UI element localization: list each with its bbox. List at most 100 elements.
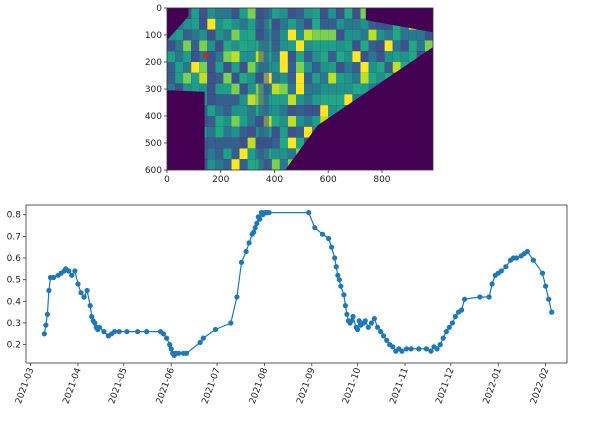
- heatmap-cell: [199, 62, 208, 73]
- y-tick-label: 500: [145, 139, 162, 149]
- data-point: [336, 277, 342, 283]
- heatmap-cell: [247, 18, 256, 30]
- heatmap-cell: [207, 83, 216, 95]
- heatmap-cell: [191, 8, 200, 19]
- heatmap-cell: [215, 29, 224, 41]
- heatmap-cell: [287, 51, 296, 62]
- x-tick-label: 400: [266, 175, 283, 185]
- data-point: [530, 257, 537, 263]
- heatmap-cell: [336, 94, 345, 106]
- data-point: [434, 346, 440, 352]
- heatmap-cell: [239, 94, 248, 106]
- heatmap-cell: [199, 51, 208, 62]
- heatmap-cell: [231, 29, 240, 41]
- data-point: [543, 283, 549, 289]
- data-point: [452, 313, 458, 320]
- data-point: [160, 331, 167, 337]
- data-point: [112, 329, 118, 335]
- data-point: [200, 335, 206, 341]
- x-tick-label: 2021-08: [248, 366, 270, 405]
- heatmap-cell: [215, 148, 224, 160]
- heatmap-cell: [376, 18, 385, 30]
- heatmap-cell: [239, 18, 248, 30]
- data-point: [116, 329, 122, 335]
- data-point: [344, 311, 350, 317]
- heatmap-cell: [223, 18, 232, 30]
- data-point: [84, 287, 90, 294]
- heatmap-cell: [328, 83, 337, 95]
- y-tick-label: 0.5: [7, 276, 21, 286]
- heatmap-cell: [384, 51, 393, 62]
- heatmap-cell: [183, 83, 192, 95]
- heatmap-cell: [360, 83, 369, 95]
- heatmap-cell: [271, 29, 280, 41]
- heatmap-cell: [312, 116, 321, 127]
- data-point: [246, 240, 252, 246]
- heatmap-cell: [207, 18, 216, 30]
- heatmap-cell: [352, 40, 361, 52]
- heatmap-cell: [344, 18, 353, 30]
- heatmap-cell: [207, 148, 216, 160]
- heatmap-cell: [247, 51, 256, 62]
- heatmap-cell: [279, 51, 288, 62]
- heatmap-cell: [279, 18, 288, 30]
- heatmap-cell: [239, 40, 248, 52]
- heatmap-cell: [239, 72, 248, 84]
- heatmap-cell: [296, 137, 305, 149]
- y-tick-label: 100: [145, 31, 162, 41]
- heatmap-cell: [271, 94, 280, 106]
- heatmap-cell: [344, 8, 353, 19]
- location-marker: [203, 52, 209, 58]
- y-tick-label: 400: [145, 112, 162, 122]
- data-point: [378, 329, 384, 335]
- heatmap-cell: [360, 29, 369, 41]
- x-tick-label: 2021-12: [434, 367, 456, 406]
- heatmap-cell: [215, 126, 224, 138]
- data-point: [443, 329, 449, 335]
- heatmap-cell: [279, 126, 288, 138]
- data-point: [503, 264, 509, 270]
- heatmap-cell: [247, 40, 256, 52]
- heatmap-cell: [352, 51, 361, 62]
- heatmap-cell: [199, 83, 208, 95]
- heatmap-cell: [223, 105, 232, 116]
- data-point: [546, 296, 552, 302]
- heatmap-cell: [400, 40, 409, 52]
- x-tick-label: 600: [320, 175, 337, 185]
- heatmap-cell: [207, 94, 216, 106]
- heatmap-cell: [207, 116, 216, 127]
- heatmap-cell: [296, 51, 305, 62]
- heatmap-cell: [312, 40, 321, 52]
- heatmap-cell: [400, 51, 409, 62]
- heatmap-cell: [344, 94, 353, 106]
- data-point: [164, 335, 170, 341]
- heatmap-cell: [336, 8, 345, 19]
- data-point: [257, 216, 263, 222]
- data-point: [514, 255, 520, 261]
- heatmap-cell: [271, 83, 280, 95]
- heatmap-cell: [368, 72, 377, 84]
- data-point: [350, 313, 356, 320]
- heatmap-cell: [191, 18, 200, 30]
- heatmap-cell: [247, 105, 256, 116]
- heatmap-cell: [320, 62, 329, 73]
- heatmap-cell: [231, 148, 240, 160]
- heatmap-cell: [320, 29, 329, 41]
- heatmap-cell: [247, 62, 256, 73]
- heatmap-cell: [239, 126, 248, 138]
- data-point: [50, 274, 57, 281]
- data-point: [252, 225, 258, 231]
- heatmap-cell: [223, 116, 232, 127]
- heatmap-cell: [279, 83, 288, 95]
- heatmap-cell: [215, 83, 224, 95]
- data-point: [167, 342, 173, 348]
- data-point: [403, 346, 410, 352]
- data-point: [72, 268, 78, 274]
- heatmap-cell: [320, 83, 329, 95]
- y-tick-label: 0.6: [7, 254, 22, 264]
- heatmap-cell: [296, 29, 305, 41]
- heatmap-cell: [304, 62, 313, 73]
- x-tick-label: 2021-06: [155, 366, 177, 405]
- heatmap-cell: [223, 94, 232, 106]
